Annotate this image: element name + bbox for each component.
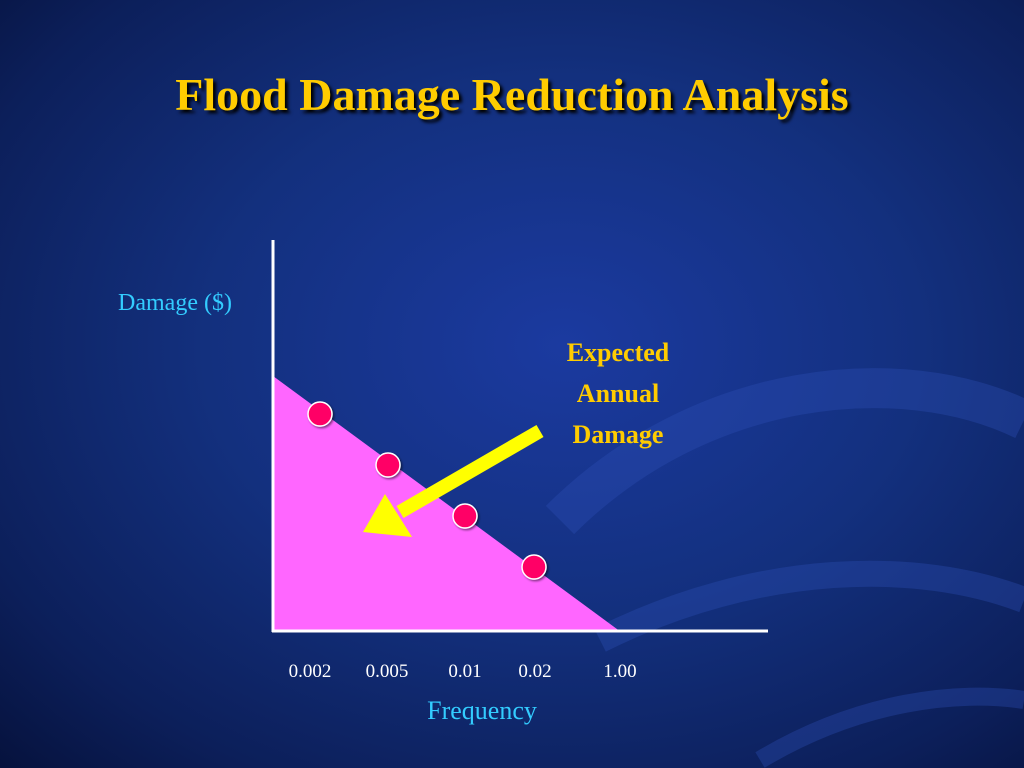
x-tick-label-0-02: 0.02 <box>518 661 551 682</box>
annotation-line-3: Damage <box>573 420 664 449</box>
x-axis-label: Frequency <box>427 696 537 725</box>
annotation-expected-annual-damage: Expected Annual Damage <box>567 338 670 449</box>
y-axis-label: Damage ($) <box>118 290 232 316</box>
annotation-line-1: Expected <box>567 338 670 367</box>
data-points <box>307 401 547 580</box>
x-tick-label-0-002: 0.002 <box>289 661 332 682</box>
background-swoosh <box>545 368 1024 768</box>
x-tick-label-0-005: 0.005 <box>366 661 409 682</box>
data-point-0-02 <box>521 554 547 580</box>
data-point-0-005 <box>375 452 401 478</box>
data-point-0-01 <box>452 503 478 529</box>
x-tick-labels: 0.002 0.005 0.01 0.02 1.00 <box>289 661 637 682</box>
x-tick-label-1-00: 1.00 <box>603 661 636 682</box>
x-tick-label-0-01: 0.01 <box>448 661 481 682</box>
slide-title: Flood Damage Reduction Analysis <box>175 69 849 120</box>
annotation-line-2: Annual <box>577 379 659 408</box>
data-point-0-002 <box>307 401 333 427</box>
arrow-icon <box>363 424 544 537</box>
